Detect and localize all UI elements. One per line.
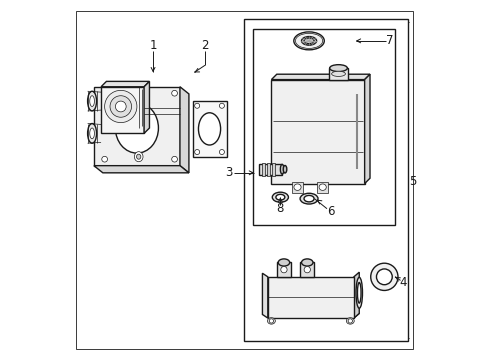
Polygon shape (144, 81, 149, 134)
Bar (328, 68, 347, 80)
Text: 8: 8 (276, 202, 284, 215)
Bar (271, 80, 364, 184)
Circle shape (102, 156, 107, 162)
Polygon shape (271, 74, 369, 80)
Ellipse shape (293, 32, 324, 50)
Ellipse shape (301, 259, 312, 266)
Circle shape (102, 90, 107, 96)
Ellipse shape (331, 71, 345, 76)
Ellipse shape (267, 318, 275, 324)
Circle shape (219, 149, 224, 154)
Ellipse shape (87, 123, 96, 143)
Polygon shape (364, 74, 369, 184)
Circle shape (269, 319, 273, 323)
Bar (276, 262, 290, 277)
Circle shape (115, 101, 126, 112)
Ellipse shape (283, 166, 286, 173)
Bar (258, 164, 282, 175)
Circle shape (171, 90, 177, 96)
Ellipse shape (300, 193, 317, 204)
Polygon shape (262, 273, 267, 318)
Ellipse shape (136, 154, 141, 159)
Bar (271, 163, 274, 176)
Bar (253, 30, 394, 225)
Circle shape (219, 103, 224, 108)
Ellipse shape (280, 165, 284, 174)
Ellipse shape (198, 113, 220, 145)
Polygon shape (94, 87, 180, 166)
Circle shape (194, 149, 199, 154)
Ellipse shape (319, 184, 325, 190)
Polygon shape (101, 87, 144, 134)
Polygon shape (267, 314, 359, 318)
Circle shape (104, 90, 137, 123)
Ellipse shape (329, 65, 346, 72)
Polygon shape (94, 166, 188, 173)
Circle shape (194, 103, 199, 108)
Circle shape (171, 156, 177, 162)
Ellipse shape (293, 184, 301, 190)
Ellipse shape (87, 91, 96, 111)
Bar (317, 182, 327, 193)
Text: 2: 2 (201, 39, 208, 52)
Ellipse shape (90, 96, 94, 107)
Ellipse shape (304, 38, 313, 44)
Ellipse shape (304, 195, 313, 202)
Polygon shape (101, 81, 149, 87)
Text: 1: 1 (149, 39, 157, 52)
Ellipse shape (134, 152, 142, 162)
Text: 6: 6 (327, 205, 334, 218)
Text: 5: 5 (408, 175, 415, 188)
Circle shape (280, 266, 286, 273)
Text: 3: 3 (224, 166, 232, 179)
Circle shape (110, 96, 131, 117)
Ellipse shape (346, 318, 353, 324)
Ellipse shape (115, 103, 158, 153)
Bar (267, 277, 353, 318)
Polygon shape (180, 87, 188, 173)
Ellipse shape (275, 194, 285, 200)
Ellipse shape (272, 192, 288, 202)
Ellipse shape (90, 128, 94, 139)
Circle shape (370, 263, 397, 291)
Circle shape (347, 319, 352, 323)
Circle shape (304, 266, 310, 273)
Circle shape (376, 269, 391, 285)
Text: 7: 7 (385, 34, 393, 48)
Bar (192, 101, 226, 157)
Ellipse shape (357, 283, 360, 303)
Bar (291, 182, 302, 193)
Bar (266, 163, 269, 176)
Text: 4: 4 (398, 276, 406, 289)
Ellipse shape (278, 259, 289, 266)
Polygon shape (353, 272, 359, 318)
Ellipse shape (355, 277, 362, 308)
Bar (244, 19, 407, 341)
Bar (300, 262, 314, 277)
Ellipse shape (301, 37, 316, 45)
Bar (262, 163, 265, 176)
